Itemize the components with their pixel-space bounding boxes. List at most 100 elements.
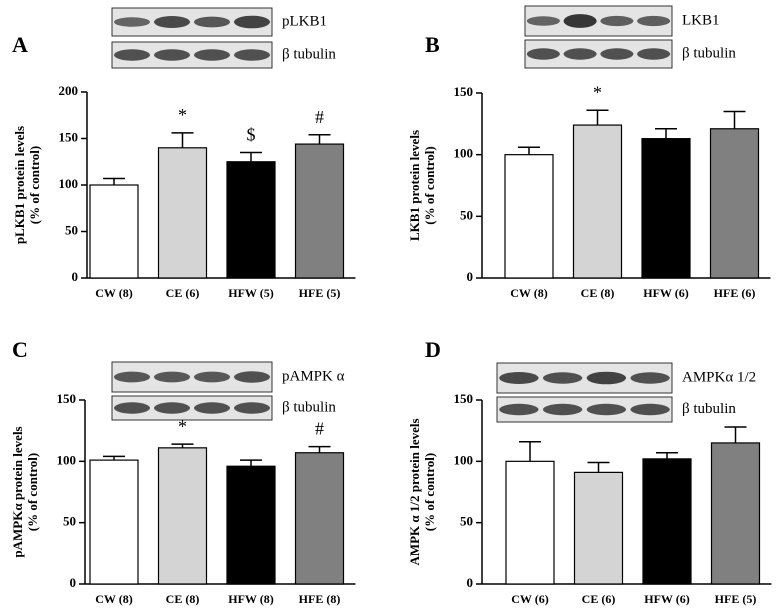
y-tick-label: 150	[454, 84, 474, 99]
blot-band	[600, 15, 634, 27]
x-tick-label: CE (8)	[581, 286, 615, 300]
bar	[710, 442, 761, 585]
blot-label: β tubulin	[682, 45, 736, 61]
blot-band	[194, 371, 230, 383]
blot-band	[154, 402, 190, 414]
blot-band	[194, 49, 230, 61]
blot-band	[234, 49, 270, 61]
bar	[294, 452, 345, 585]
blot-band	[630, 372, 670, 384]
y-tick-label: 50	[460, 514, 473, 529]
x-tick-label: CE (6)	[166, 286, 200, 300]
blot-label: LKB1	[682, 12, 720, 28]
panel-letter: C	[12, 337, 28, 362]
y-axis-label: (% of control)	[27, 146, 42, 224]
x-tick-label: HFW (6)	[644, 592, 689, 606]
x-tick-label: CW (6)	[511, 592, 548, 606]
blot-band	[586, 371, 627, 385]
bar	[89, 184, 139, 279]
significance-mark: #	[315, 107, 324, 127]
blot-band	[234, 371, 270, 383]
x-tick-label: HFE (5)	[299, 286, 341, 300]
blot-band	[234, 15, 270, 29]
y-tick-label: 50	[63, 514, 76, 529]
x-tick-label: HFE (6)	[714, 286, 756, 300]
blot-label: β tubulin	[282, 399, 336, 415]
blot-band	[114, 49, 150, 61]
y-tick-label: 100	[454, 146, 474, 161]
blot-band	[526, 48, 560, 60]
significance-mark: *	[178, 105, 187, 125]
blot-band	[114, 402, 150, 414]
y-tick-label: 100	[59, 176, 79, 191]
y-tick-label: 0	[72, 269, 79, 284]
blot-band	[194, 16, 230, 28]
bar	[642, 458, 692, 585]
blot-label: β tubulin	[682, 401, 736, 417]
blot-band	[154, 16, 190, 28]
x-tick-label: HFE (8)	[299, 592, 341, 606]
bar	[157, 147, 208, 279]
bar	[709, 128, 760, 279]
blot-label: pLKB1	[282, 13, 327, 29]
y-tick-label: 0	[467, 269, 474, 284]
panel-letter: B	[425, 32, 440, 57]
y-tick-label: 50	[460, 207, 473, 222]
y-tick-label: 100	[454, 452, 474, 467]
x-tick-label: CE (8)	[166, 592, 200, 606]
blot-band	[600, 48, 634, 60]
blot-band	[526, 16, 560, 26]
bar	[226, 161, 276, 279]
blot-band	[563, 48, 597, 60]
y-tick-label: 50	[65, 222, 78, 237]
x-tick-label: CW (8)	[95, 286, 132, 300]
blot-band	[637, 48, 671, 60]
y-axis-label: pLKB1 protein levels	[12, 126, 27, 244]
y-axis-label: AMPK α 1/2 protein levels	[407, 418, 422, 565]
panel: AMPKα 1/2 β tubulin 0 50 100 150 AMPK α 1/2 pr…	[407, 362, 772, 606]
blot-band	[234, 402, 270, 414]
blot-band	[499, 372, 539, 384]
y-tick-label: 0	[70, 575, 77, 590]
blot-band	[586, 403, 627, 416]
blot-band	[154, 371, 190, 383]
blot-band	[114, 17, 150, 27]
blot-band	[637, 15, 671, 27]
y-axis-label: (% of control)	[25, 453, 40, 531]
blot-band	[630, 403, 670, 416]
blot-band	[499, 403, 539, 416]
blot-label: β tubulin	[282, 46, 336, 62]
blot-band	[542, 403, 583, 416]
significance-mark: *	[178, 416, 187, 436]
bar	[89, 459, 139, 585]
bar	[504, 154, 554, 279]
y-axis-label: (% of control)	[422, 146, 437, 224]
y-tick-label: 150	[454, 391, 474, 406]
panel: pAMPK α β tubulin 0 50 100 150 pAMPKα protein …	[10, 361, 356, 606]
significance-mark: #	[315, 419, 324, 439]
blot-band	[154, 49, 190, 61]
blot-label: AMPKα 1/2	[682, 369, 756, 385]
bar	[641, 138, 691, 279]
blot-band	[542, 372, 583, 384]
y-tick-label: 150	[57, 391, 77, 406]
bar	[505, 460, 555, 585]
significance-mark: *	[593, 82, 602, 102]
bar	[157, 447, 208, 585]
y-axis-label: LKB1 protein levels	[407, 130, 422, 241]
panel-letter: D	[425, 337, 441, 362]
panel: pLKB1 β tubulin 0 50 100 150 200 pLKB1 protein …	[12, 7, 356, 300]
bar	[573, 471, 624, 585]
y-tick-label: 200	[59, 83, 79, 98]
bar	[294, 143, 345, 279]
x-tick-label: HFW (8)	[228, 592, 273, 606]
y-axis-label: (% of control)	[422, 453, 437, 531]
blot-band	[194, 402, 230, 414]
blot-label: pAMPK α	[282, 368, 345, 384]
x-tick-label: CW (8)	[95, 592, 132, 606]
x-tick-label: HFE (5)	[715, 592, 757, 606]
blot-band	[114, 371, 150, 383]
x-tick-label: CE (6)	[582, 592, 616, 606]
x-tick-label: CW (8)	[510, 286, 547, 300]
